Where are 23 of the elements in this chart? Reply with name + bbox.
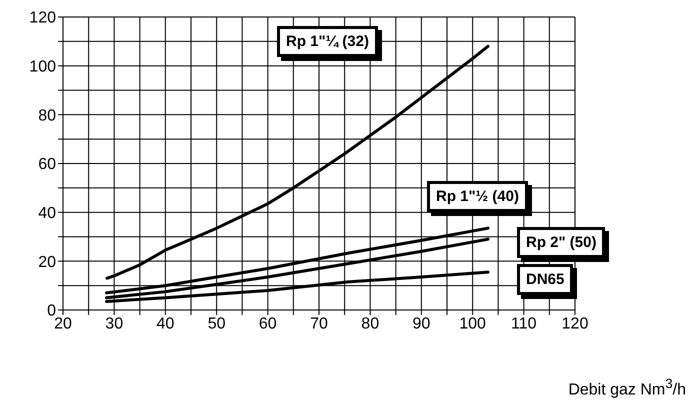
y-tick-label: 100 bbox=[29, 58, 56, 76]
x-tick-label: 30 bbox=[105, 315, 124, 332]
text: Rp 1"¼ (32) bbox=[277, 26, 378, 57]
y-tick-label: 20 bbox=[38, 254, 56, 271]
x-tick-label: 100 bbox=[459, 315, 486, 332]
y-tick-label: 60 bbox=[38, 156, 56, 174]
x-tick-label: 110 bbox=[511, 315, 537, 332]
text: DN65 bbox=[517, 264, 574, 295]
text: Rp 1"½ (40) bbox=[427, 181, 528, 212]
x-tick-label: 120 bbox=[562, 315, 588, 332]
text: Rp 2" (50) bbox=[517, 227, 606, 258]
y-tick-label: 120 bbox=[29, 10, 56, 27]
y-tick-label: 80 bbox=[38, 107, 56, 124]
y-tick-label: 40 bbox=[38, 205, 56, 222]
x-axis-title: Debit gaz Nm$^{3}$/h bbox=[568, 376, 686, 400]
x-tick-label: 40 bbox=[156, 315, 174, 332]
x-tick-label: 20 bbox=[54, 315, 72, 332]
x-tick-label: 80 bbox=[361, 315, 380, 332]
x-tick-label: 50 bbox=[208, 315, 226, 332]
y-tick-label: 0 bbox=[47, 302, 56, 320]
x-tick-label: 90 bbox=[412, 315, 430, 332]
x-tick-label: 60 bbox=[258, 315, 277, 332]
x-tick-label: 70 bbox=[310, 315, 328, 332]
